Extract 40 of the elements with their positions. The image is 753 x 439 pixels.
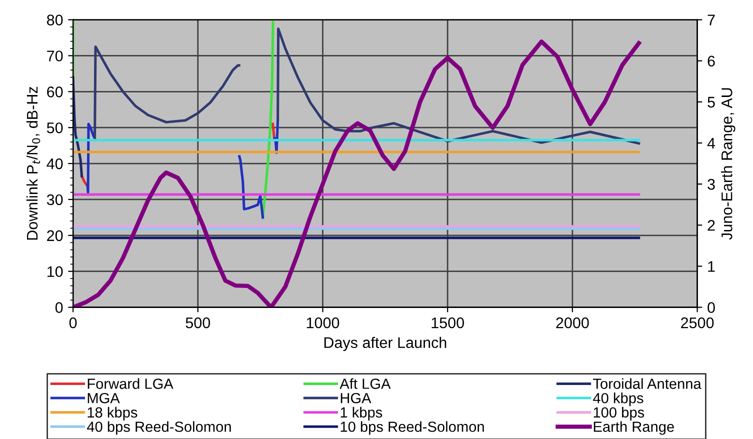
y2-tick-label: 7 [708, 14, 715, 26]
legend-label: 10 bps Reed-Solomon [340, 421, 484, 435]
y-tick-label: 40 [46, 158, 63, 170]
y-tick-label: 70 [47, 50, 63, 62]
y2-tick-label: 0 [708, 302, 715, 313]
x-tick-label: 2000 [556, 317, 589, 328]
x-tick-label: 1500 [432, 317, 464, 328]
y2-axis-title: Juno-Earth Range, AU [721, 88, 736, 240]
y-axis-title: Downlink P$_{t}$/N$_{0}$, dB-Hz [26, 86, 40, 240]
legend-label: 40 bps Reed-Solomon [86, 421, 231, 435]
legend-label: 1 kbps [340, 406, 382, 420]
legend-label: HGA [340, 392, 372, 404]
y-tick-label: 80 [46, 14, 63, 26]
y-tick-label: 10 [47, 266, 63, 278]
y-tick-label: 30 [46, 194, 63, 206]
x-tick-label: 1000 [306, 317, 340, 328]
legend-label: MGA [88, 392, 120, 404]
legend-label: Aft LGA [340, 378, 391, 389]
y2-tick-label: 5 [708, 96, 715, 108]
line-series [73, 39, 641, 308]
legend-label: Toroidal Antenna [593, 378, 702, 389]
legend-label: Earth Range [594, 421, 674, 435]
legend-label: 18 kbps [88, 406, 138, 420]
y2-tick-label: 3 [708, 178, 715, 190]
y2-tick-label: 4 [707, 138, 716, 149]
y2-tick-label: 6 [708, 56, 715, 67]
y2-tick-label: 2 [708, 220, 715, 231]
y-tick-label: 60 [47, 86, 63, 98]
legend-label: 100 bps [594, 406, 644, 420]
y-tick-label: 0 [55, 302, 63, 313]
x-axis-title: Days after Launch [324, 336, 446, 352]
y2-tick-label: 1 [708, 261, 715, 272]
x-tick-label: 0 [69, 317, 77, 328]
x-tick-label: 2500 [681, 317, 714, 328]
legend-label: 40 kbps [593, 392, 644, 406]
y-tick-label: 50 [46, 122, 63, 134]
x-tick-label: 500 [186, 317, 210, 328]
line-series [73, 76, 84, 178]
y-tick-label: 20 [47, 230, 63, 242]
legend-label: Forward LGA [88, 378, 174, 389]
